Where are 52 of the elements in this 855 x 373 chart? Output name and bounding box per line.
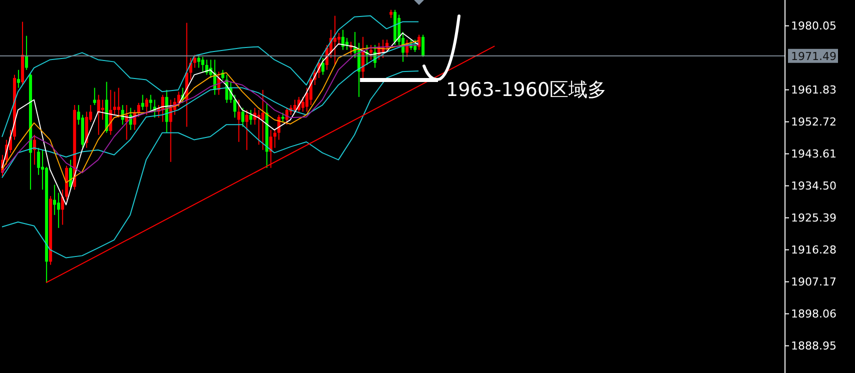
candlestick [113,91,116,116]
candlestick [333,15,336,66]
candlestick [422,34,425,58]
candlestick [237,99,240,142]
candlestick [141,94,144,110]
candlestick [137,102,140,118]
ref-line-label: 1971.49 [791,50,836,63]
y-tick-label: 1952.72 [791,116,836,129]
candlestick [241,107,244,128]
candlestick [169,99,172,162]
candlestick [261,89,264,150]
candlestick [25,35,28,70]
candlestick [414,39,417,52]
candlestick [285,107,288,126]
y-tick-label: 1907.17 [791,276,836,289]
candlestick [193,54,196,68]
candlestick [97,94,100,136]
candlestick [101,99,104,120]
y-tick-label: 1934.50 [791,180,836,193]
candlestick [145,97,148,116]
candlestick [201,56,204,72]
candlestick [233,94,236,118]
line-series [2,32,420,206]
candlestick [293,99,296,114]
candlestick [53,184,56,216]
line-series [2,70,420,258]
annotation: 1963-1960区域多 [446,78,607,103]
candlestick [321,57,324,76]
candlestick [301,96,304,112]
candlestick [269,129,272,168]
candlestick [177,91,180,108]
y-tick-label: 1898.06 [791,308,836,321]
y-tick-label: 1980.05 [791,20,836,33]
y-tick-label: 1961.83 [791,84,836,97]
candlestick [245,109,248,150]
candlestick [17,69,20,88]
candlestick [149,94,152,110]
y-tick-label: 1925.39 [791,212,836,225]
y-tick-label: 1888.95 [791,340,836,353]
candlestick [253,107,256,126]
candlestick [93,87,96,106]
candlestick [37,147,40,176]
candlestick [345,37,348,50]
candlestick [117,87,120,118]
candlestick [197,54,200,68]
y-tick-label: 1916.28 [791,244,836,257]
candlestick [273,129,276,148]
line-series [2,15,420,138]
candlestick [61,189,64,226]
candlestick [249,109,252,126]
y-tick-label: 1943.61 [791,148,836,161]
candlestick [57,192,60,228]
